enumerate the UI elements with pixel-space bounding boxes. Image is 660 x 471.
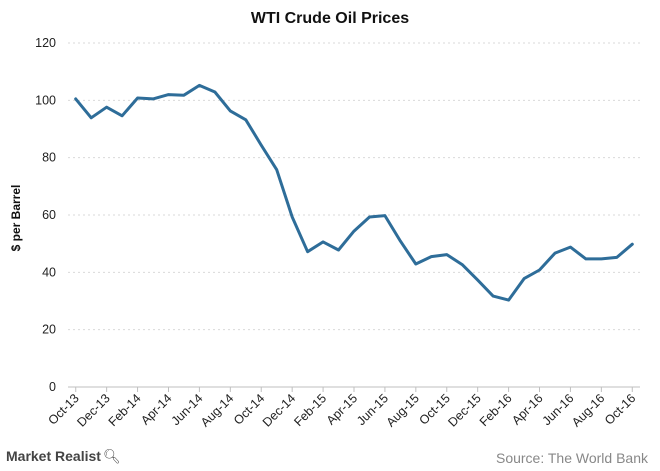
data-point [290, 215, 294, 219]
data-point [151, 97, 155, 101]
data-point [229, 109, 232, 113]
x-tick-label: Feb-14 [106, 391, 144, 429]
brand-name: Market Realist [6, 448, 101, 464]
source-note: Source: The World Bank [495, 450, 648, 466]
data-point [306, 250, 309, 253]
x-tick-label: Aug-15 [384, 391, 422, 429]
data-point [74, 97, 77, 101]
x-tick-label: Apr-16 [509, 391, 545, 427]
data-point [631, 243, 634, 246]
data-point [507, 298, 510, 302]
data-point [244, 118, 247, 122]
data-point [182, 93, 186, 97]
data-point [414, 262, 418, 266]
x-tick-label: Apr-14 [138, 391, 174, 427]
data-point [337, 248, 340, 252]
data-point [569, 245, 572, 249]
x-tick-label: Aug-16 [569, 391, 607, 429]
y-tick-label: 100 [35, 93, 56, 107]
data-point [136, 96, 139, 100]
x-tick-label: Dec-14 [260, 391, 298, 429]
y-tick-label: 80 [42, 151, 56, 165]
y-tick-label: 120 [35, 36, 56, 50]
data-point [383, 214, 387, 217]
data-point [368, 215, 371, 219]
y-tick-label: 60 [42, 208, 56, 222]
x-tick-label: Feb-15 [291, 391, 329, 429]
data-point [430, 255, 433, 258]
data-point [167, 93, 170, 96]
data-point [476, 278, 479, 282]
data-point [445, 253, 448, 256]
magnifier-icon: 🔍︎ [102, 448, 121, 464]
gridlines [68, 42, 640, 388]
data-point [615, 256, 619, 259]
x-tick-label: Aug-14 [198, 391, 236, 429]
y-tick-label: 40 [42, 265, 56, 279]
data-point [198, 84, 201, 87]
data-point [105, 106, 108, 109]
y-tick-label: 20 [42, 323, 56, 337]
x-tick-label: Feb-16 [477, 391, 515, 429]
y-axis-label: $ per Barrel [9, 185, 23, 252]
brand-logo: Market Realist 🔍︎ [6, 448, 121, 465]
data-point [120, 114, 124, 118]
data-point [260, 143, 263, 147]
x-tick-label: Apr-15 [324, 391, 360, 427]
data-point [321, 240, 325, 244]
data-point [600, 257, 603, 261]
data-point [275, 168, 278, 171]
data-point [213, 90, 217, 94]
data-point [89, 116, 93, 120]
y-axis-ticks: 0 20 40 60 80 100 120 [35, 36, 56, 394]
data-point [352, 229, 356, 233]
data-point [584, 257, 588, 261]
data-point [461, 263, 464, 266]
data-point [538, 268, 541, 272]
chart-title: WTI Crude Oil Prices [251, 10, 409, 27]
x-axis-ticks: Oct-13Dec-13Feb-14Apr-14Jun-14Aug-14Oct-… [45, 387, 638, 430]
data-point [522, 277, 526, 280]
data-point [399, 239, 402, 243]
series-line-0 [74, 83, 634, 302]
y-tick-label: 0 [49, 380, 56, 394]
x-tick-label: Oct-16 [602, 391, 638, 427]
data-point [553, 251, 557, 255]
data-point [491, 294, 495, 298]
x-tick-label: Dec-15 [445, 391, 483, 429]
series-layer [74, 83, 634, 302]
x-tick-label: Dec-13 [74, 391, 112, 429]
